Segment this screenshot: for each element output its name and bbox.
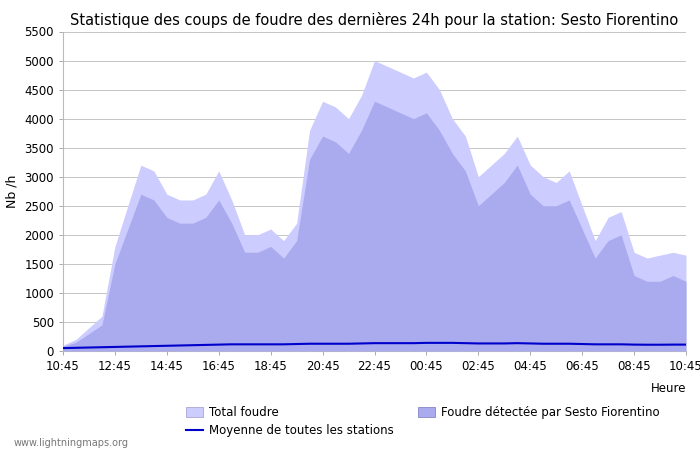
Y-axis label: Nb /h: Nb /h	[6, 175, 19, 208]
Title: Statistique des coups de foudre des dernières 24h pour la station: Sesto Fiorent: Statistique des coups de foudre des dern…	[71, 12, 678, 27]
Text: Heure: Heure	[650, 382, 686, 395]
Text: www.lightningmaps.org: www.lightningmaps.org	[14, 438, 129, 448]
Legend: Total foudre, Moyenne de toutes les stations, Foudre détectée par Sesto Fiorenti: Total foudre, Moyenne de toutes les stat…	[181, 402, 665, 442]
